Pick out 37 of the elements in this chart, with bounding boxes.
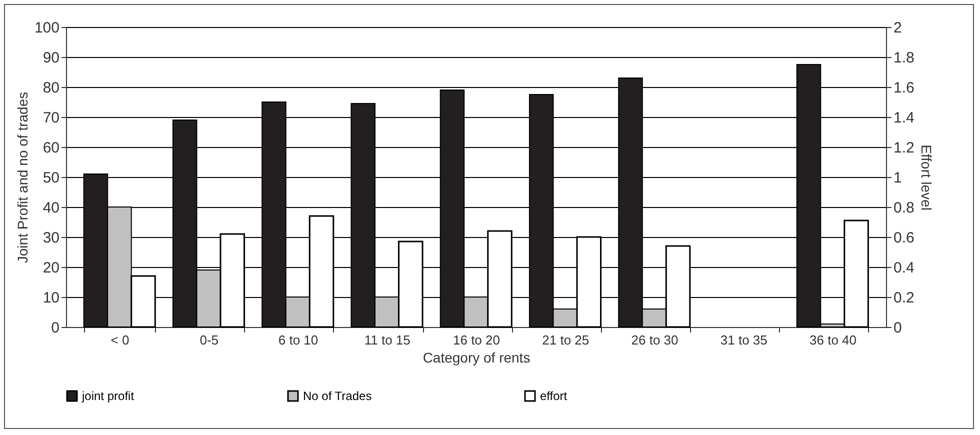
- x-tick-label: 26 to 30: [631, 332, 678, 348]
- y-tick-label: 100: [34, 20, 60, 36]
- y2-tick-label: 0.8: [894, 200, 914, 216]
- y-tick-label: 50: [42, 170, 60, 186]
- y-tick-label: 60: [42, 140, 60, 156]
- x-tick-label: 36 to 40: [810, 332, 857, 348]
- y-tick-label: 10: [42, 290, 60, 306]
- y2-tick-label: 2: [894, 20, 902, 36]
- y2-tick-label: 0.6: [894, 230, 914, 246]
- y2-tick-label: 1.2: [894, 140, 914, 156]
- y2-tick-label: 1.4: [894, 110, 914, 126]
- y-tick-label: 80: [42, 80, 60, 96]
- x-tick-label: 6 to 10: [278, 332, 318, 348]
- x-tick-label: 31 to 35: [720, 332, 768, 348]
- y2-tick-label: 0.4: [894, 260, 914, 276]
- y2-axis-title: Effort level: [918, 144, 934, 210]
- y2-tick-label: 0.2: [894, 290, 914, 306]
- y2-tick-label: 1.8: [894, 50, 914, 66]
- x-tick-label: 11 to 15: [364, 332, 410, 348]
- y-tick-label: 20: [42, 260, 60, 276]
- y2-tick-label: 1: [894, 170, 902, 186]
- y2-tick-label: 0: [894, 320, 902, 336]
- y-tick-label: 70: [42, 110, 60, 126]
- x-axis-title: Category of rents: [422, 350, 530, 366]
- legend-label: joint profit: [81, 389, 135, 403]
- legend-label: effort: [540, 389, 568, 403]
- x-tick-label: < 0: [110, 332, 130, 348]
- x-tick-label: 0-5: [200, 332, 219, 348]
- legend-label: No of Trades: [303, 389, 372, 403]
- y-tick-label: 30: [42, 230, 60, 246]
- x-tick-label: 16 to 20: [453, 332, 500, 348]
- y2-tick-label: 1.6: [894, 80, 914, 96]
- y-tick-label: 90: [42, 50, 60, 66]
- y-tick-label: 0: [51, 320, 60, 336]
- y-axis-title: Joint Profit and no of trades: [14, 92, 30, 264]
- x-tick-label: 21 to 25: [542, 332, 590, 348]
- y-tick-label: 40: [42, 200, 60, 216]
